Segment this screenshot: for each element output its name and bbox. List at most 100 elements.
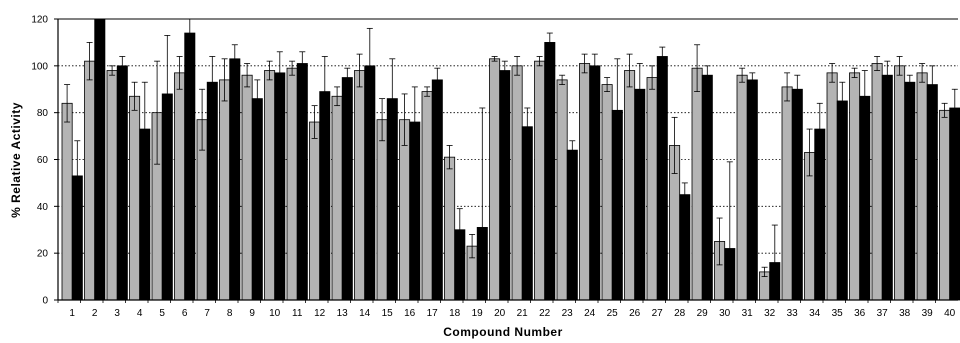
x-tick-label: 34: [809, 308, 821, 319]
x-tick-label: 14: [359, 308, 371, 319]
x-tick-label: 31: [742, 308, 754, 319]
bar-7-s2: [206, 81, 218, 301]
bar-35-s1: [826, 72, 838, 301]
x-tick-label: 37: [877, 308, 889, 319]
x-tick-label: 18: [449, 308, 461, 319]
bar-37-s2: [881, 74, 893, 301]
bar-24-s2: [589, 65, 601, 301]
x-tick-label: 30: [719, 308, 731, 319]
bar-38-s1: [894, 65, 906, 301]
bar-37-s1: [871, 63, 883, 301]
x-tick-label: 21: [517, 308, 529, 319]
x-tick-label: 3: [114, 308, 120, 319]
bar-14-s1: [354, 70, 366, 301]
x-tick-label: 28: [674, 308, 686, 319]
bar-11-s2: [296, 63, 308, 301]
bar-36-s2: [859, 95, 871, 301]
bar-38-s2: [904, 81, 916, 301]
bar-1-s1: [61, 102, 73, 301]
bar-16-s1: [399, 119, 411, 301]
bars: [61, 18, 960, 301]
bar-23-s2: [566, 149, 578, 301]
bar-10-s1: [264, 70, 276, 301]
bar-10-s2: [274, 72, 286, 301]
bar-9-s2: [251, 98, 263, 301]
y-tick-label: 100: [31, 61, 48, 72]
bar-20-s2: [499, 70, 511, 301]
bar-3-s1: [106, 70, 118, 301]
x-tick-label: 29: [697, 308, 709, 319]
bar-12-s1: [309, 121, 321, 301]
bar-27-s1: [646, 77, 658, 301]
x-tick-label: 7: [204, 308, 210, 319]
bar-35-s2: [836, 100, 848, 301]
bar-29-s2: [701, 74, 713, 301]
x-tick-label: 33: [787, 308, 799, 319]
bar-23-s1: [556, 79, 568, 301]
bar-17-s2: [431, 79, 443, 301]
bar-33-s2: [791, 88, 803, 301]
bar-3-s2: [116, 65, 128, 301]
bar-20-s1: [489, 58, 501, 301]
x-tick-label: 9: [249, 308, 255, 319]
bar-22-s1: [534, 60, 546, 301]
y-tick-label: 0: [42, 296, 48, 307]
bar-27-s2: [656, 56, 668, 301]
y-tick-labels: 0 20 40 60 80 100 120: [31, 15, 58, 307]
x-tick-label: 13: [337, 308, 349, 319]
x-tick-label: 38: [899, 308, 911, 319]
bar-15-s1: [376, 119, 388, 301]
bar-39-s2: [926, 84, 938, 301]
x-tick-label: 22: [539, 308, 551, 319]
bar-6-s2: [184, 32, 196, 301]
bar-26-s1: [624, 70, 636, 301]
y-tick-label: 60: [37, 155, 49, 166]
bar-8-s1: [219, 79, 231, 301]
x-tick-label: 12: [314, 308, 326, 319]
x-tick-label: 32: [764, 308, 776, 319]
bar-39-s1: [916, 72, 928, 301]
bar-11-s1: [286, 67, 298, 301]
x-tick-label: 10: [269, 308, 281, 319]
x-tick-label: 17: [427, 308, 439, 319]
bar-40-s1: [939, 109, 951, 301]
bar-40-s2: [949, 107, 960, 301]
y-tick-label: 20: [37, 249, 49, 260]
x-tick-label: 1: [69, 308, 75, 319]
bar-17-s1: [421, 91, 433, 301]
y-axis-title: % Relative Activity: [9, 102, 23, 218]
bar-28-s2: [679, 194, 691, 301]
x-tick-label: 5: [159, 308, 165, 319]
x-tick-label: 36: [854, 308, 866, 319]
bar-13-s1: [331, 95, 343, 301]
bar-33-s1: [781, 86, 793, 301]
x-tick-label: 40: [944, 308, 956, 319]
x-tick-label: 27: [652, 308, 664, 319]
bar-8-s2: [229, 58, 241, 301]
x-tick-label: 39: [922, 308, 934, 319]
x-tick-labels: 1 2 3 4 5 6 7 8 9 10 11 12 13 14 15 16 17 18 19 20 21 22 23 24 2…: [57, 300, 956, 319]
x-tick-label: 6: [182, 308, 188, 319]
x-tick-label: 4: [137, 308, 143, 319]
bar-9-s1: [241, 74, 253, 301]
bar-18-s1: [444, 156, 456, 301]
x-tick-label: 26: [629, 308, 641, 319]
y-tick-label: 40: [37, 202, 49, 213]
bar-29-s1: [691, 67, 703, 301]
x-tick-label: 11: [292, 308, 303, 319]
x-tick-label: 20: [494, 308, 506, 319]
bar-26-s2: [634, 88, 646, 301]
bar-25-s1: [601, 84, 613, 301]
bar-24-s1: [579, 63, 591, 301]
x-tick-label: 8: [227, 308, 233, 319]
y-tick-label: 80: [37, 108, 49, 119]
bar-31-s1: [736, 74, 748, 301]
bar-4-s1: [129, 95, 141, 301]
bar-2-s1: [84, 60, 96, 301]
bar-6-s1: [174, 72, 186, 301]
x-tick-label: 24: [584, 308, 596, 319]
x-tick-label: 23: [562, 308, 574, 319]
bar-22-s2: [544, 42, 556, 301]
bar-36-s1: [849, 72, 861, 301]
x-tick-label: 19: [472, 308, 484, 319]
